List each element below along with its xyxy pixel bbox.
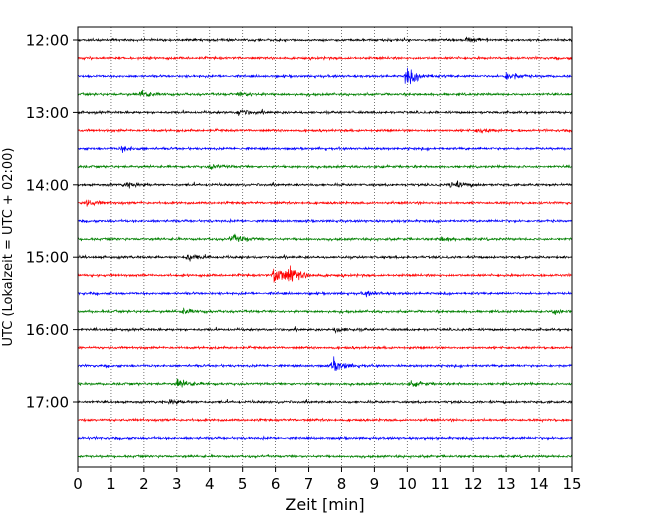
x-axis-title: Zeit [min] [285, 495, 364, 514]
trace-line [77, 326, 573, 335]
x-tick-label: 11 [431, 475, 450, 493]
x-tick-label: 5 [238, 475, 248, 493]
seismic-traces [77, 36, 573, 460]
trace-line [77, 417, 573, 423]
x-tick-label: 15 [562, 475, 581, 493]
trace-line [77, 356, 573, 372]
x-tick-label: 2 [139, 475, 149, 493]
trace-line [77, 89, 573, 98]
x-tick-label: 6 [271, 475, 281, 493]
y-axis: 12:00 13:00 14:00 15:00 16:00 17:00 [26, 32, 78, 412]
x-tick-label: 8 [337, 475, 347, 493]
trace-line [77, 378, 573, 388]
trace-line [77, 127, 573, 134]
x-tick-label: 7 [304, 475, 314, 493]
plot-frame [77, 26, 573, 468]
x-tick-label: 10 [398, 475, 417, 493]
trace-line [77, 233, 573, 243]
x-tick-label: 4 [205, 475, 215, 493]
y-tick-label: 14:00 [26, 176, 69, 194]
trace-line [77, 453, 573, 460]
trace-line [77, 180, 573, 189]
x-tick-label: 12 [464, 475, 483, 493]
trace-line [77, 163, 573, 170]
trace-line [77, 67, 573, 85]
x-tick-label: 14 [530, 475, 549, 493]
trace-line [77, 36, 573, 43]
y-tick-label: 12:00 [26, 32, 69, 50]
trace-line [77, 307, 573, 315]
x-axis: 0 1 2 3 4 5 6 7 8 9 10 11 12 13 14 15 [73, 467, 582, 493]
trace-line [77, 145, 573, 153]
trace-line [77, 435, 573, 441]
y-tick-label: 13:00 [26, 104, 69, 122]
y-tick-label: 16:00 [26, 321, 69, 339]
x-tick-label: 13 [497, 475, 516, 493]
trace-line [77, 199, 573, 207]
trace-line [77, 55, 573, 61]
trace-line [77, 290, 573, 298]
trace-line [77, 398, 573, 406]
x-tick-label: 0 [73, 475, 83, 493]
trace-line [77, 108, 573, 116]
trace-line [77, 217, 573, 224]
x-tick-label: 3 [172, 475, 182, 493]
trace-line [77, 344, 573, 351]
y-axis-title: UTC (Lokalzeit = UTC + 02:00) [1, 148, 16, 347]
trace-line [77, 265, 573, 283]
x-tick-label: 1 [106, 475, 116, 493]
y-tick-label: 15:00 [26, 249, 69, 267]
y-tick-label: 17:00 [26, 394, 69, 412]
trace-line [77, 253, 573, 262]
x-tick-label: 9 [370, 475, 380, 493]
grid-lines [110, 27, 540, 467]
